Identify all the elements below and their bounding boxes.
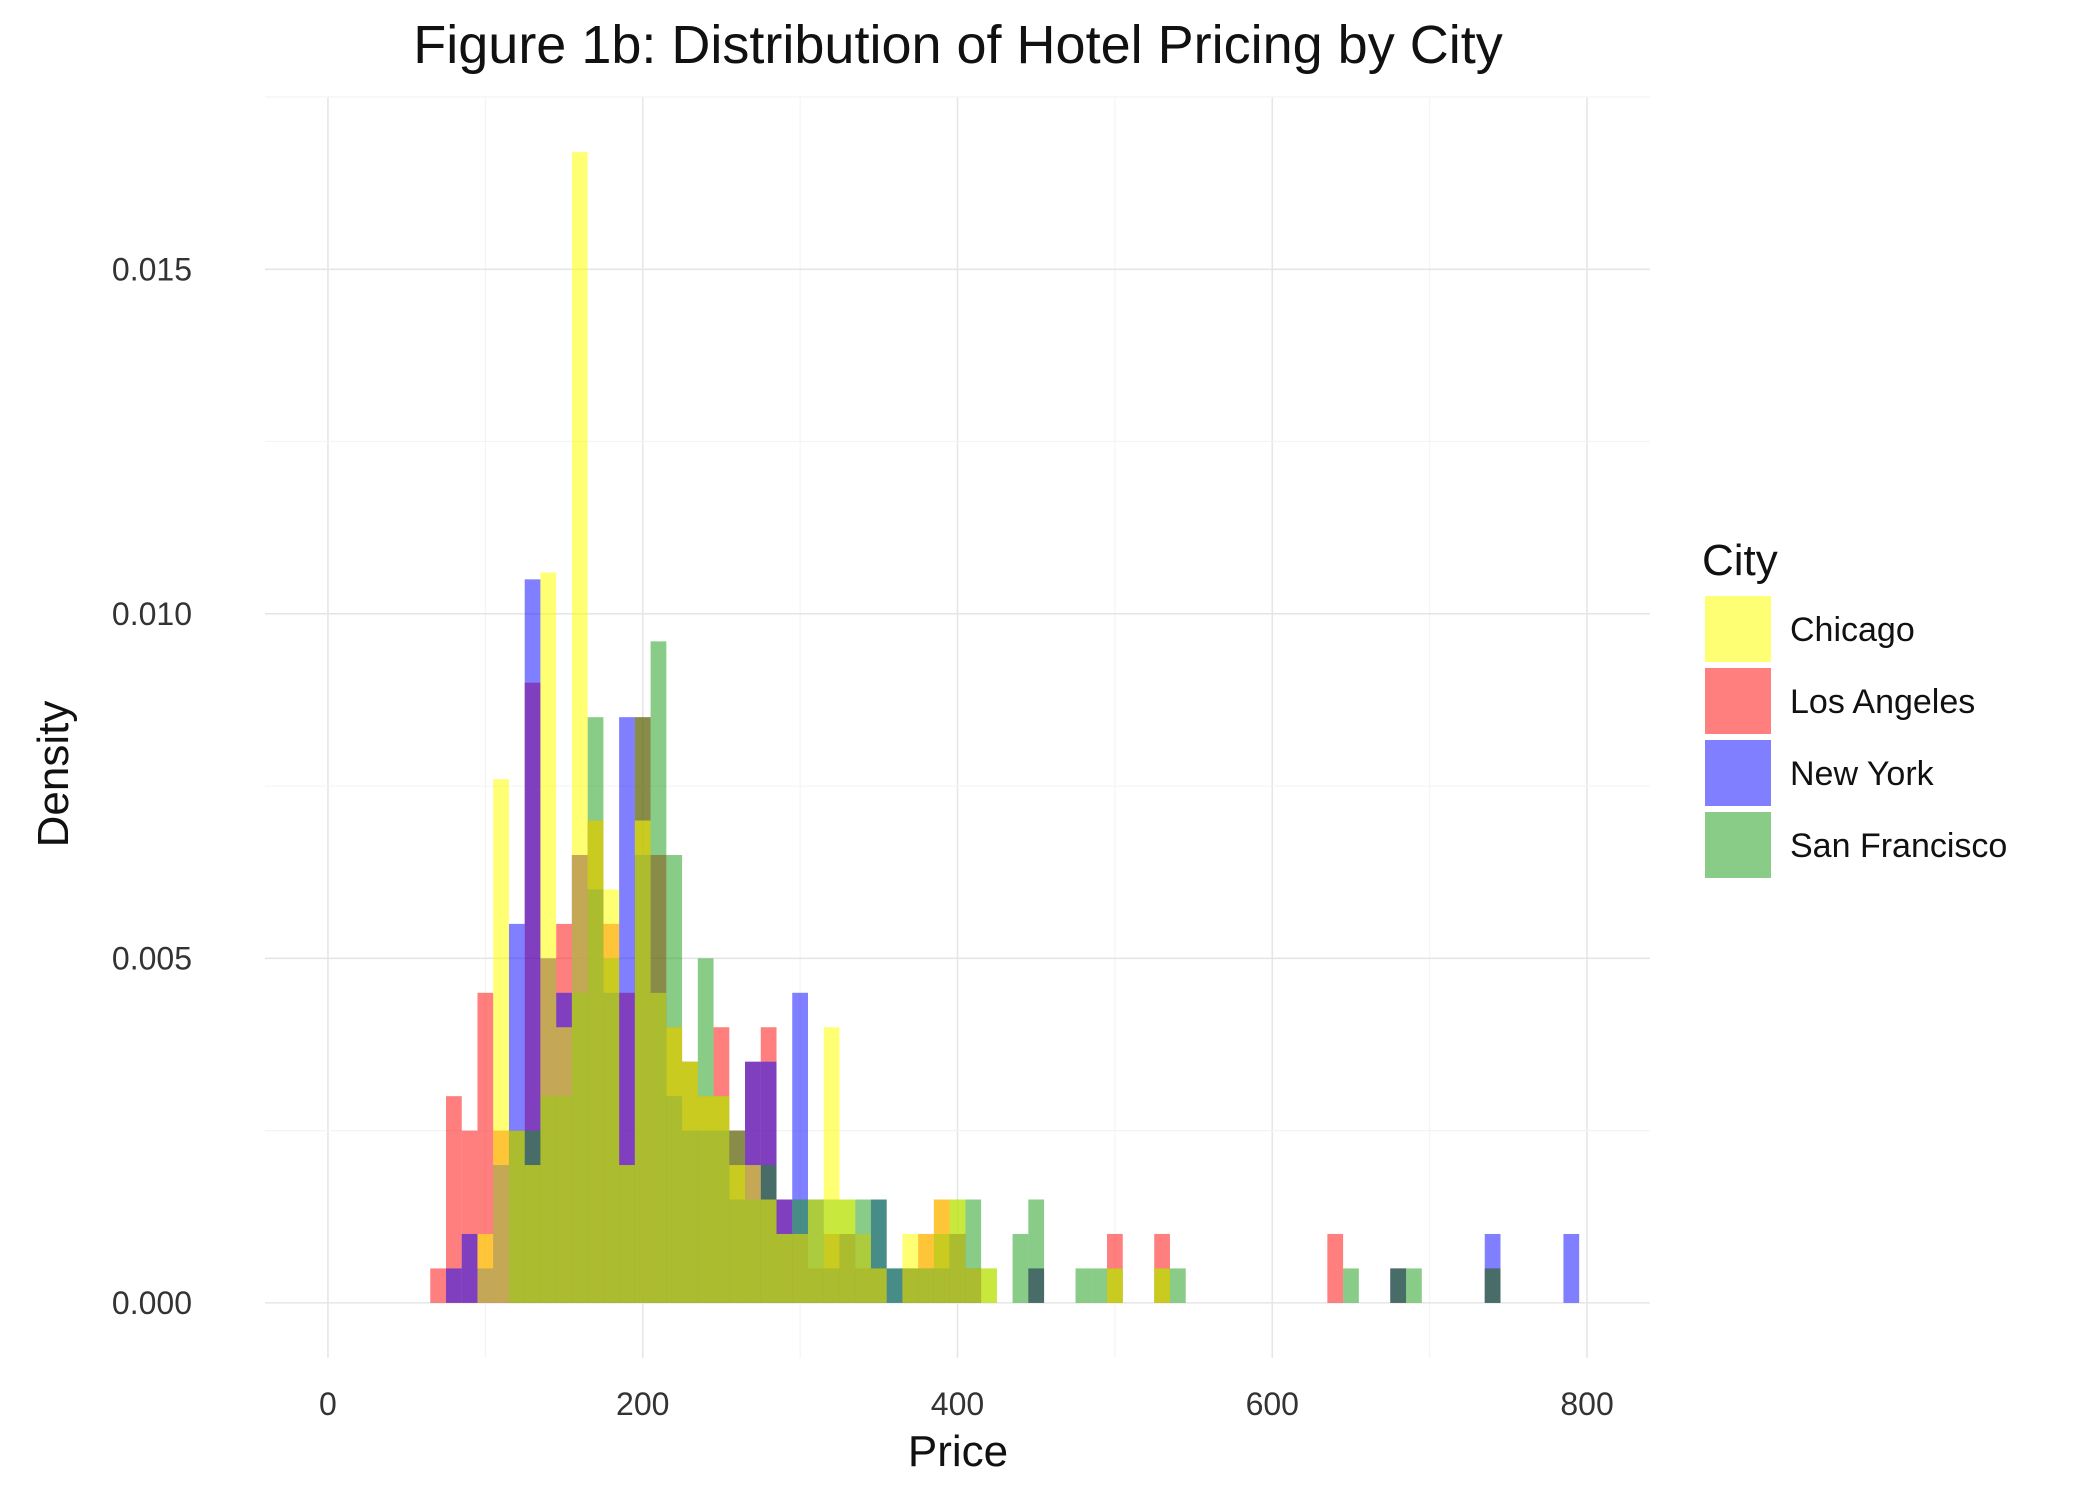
- histogram-bar: [619, 717, 635, 1303]
- y-tick-label: 0.000: [112, 1285, 192, 1321]
- y-axis-ticks: 0.000 0.005 0.010 0.015: [112, 251, 192, 1321]
- legend-label: Los Angeles: [1790, 683, 1975, 721]
- histogram-bar: [965, 1268, 982, 1303]
- legend-item: New York: [1705, 740, 1935, 806]
- histogram-bar: [619, 1165, 635, 1303]
- histogram-bar: [1484, 1268, 1501, 1303]
- chart-title: Figure 1b: Distribution of Hotel Pricing…: [413, 15, 1502, 75]
- histogram-bar: [540, 572, 557, 1303]
- legend-item: San Francisco: [1705, 812, 2007, 878]
- y-axis-title: Density: [29, 701, 78, 848]
- histogram-bar: [807, 1199, 824, 1303]
- x-tick-label: 800: [1560, 1386, 1613, 1422]
- legend-key: [1705, 596, 1771, 662]
- histogram-bar: [1075, 1268, 1092, 1303]
- histogram-bar: [682, 1061, 698, 1303]
- series-chicago: [477, 152, 1170, 1303]
- histogram-bar: [1107, 1268, 1123, 1303]
- histogram-bar: [1028, 1199, 1045, 1303]
- legend-label: San Francisco: [1790, 827, 2007, 865]
- histogram-bar: [729, 1165, 746, 1303]
- legend-label: Chicago: [1790, 611, 1915, 649]
- y-tick-label: 0.015: [112, 251, 192, 287]
- histogram-bar: [477, 992, 494, 1303]
- histogram-bar: [981, 1268, 997, 1303]
- legend-key: [1705, 740, 1771, 806]
- histogram-bar: [587, 820, 604, 1303]
- histogram-bar: [855, 1233, 871, 1303]
- histogram-bar: [445, 1268, 462, 1303]
- histogram-bar: [902, 1233, 919, 1303]
- histogram-bar: [666, 1027, 683, 1303]
- histogram-bar: [760, 1199, 777, 1303]
- histogram-bar: [776, 1233, 793, 1303]
- histogram-bar: [823, 1027, 840, 1303]
- histogram-bar: [1563, 1233, 1580, 1303]
- histogram-bar: [713, 1096, 730, 1303]
- y-tick-label: 0.005: [112, 940, 192, 976]
- x-axis-ticks: 0 200 400 600 800: [319, 1386, 1614, 1422]
- histogram-bar: [933, 1199, 950, 1303]
- x-tick-label: 600: [1246, 1386, 1299, 1422]
- histogram-bar: [493, 779, 509, 1303]
- legend-label: New York: [1790, 755, 1935, 793]
- histogram-bar: [745, 1165, 761, 1303]
- histogram-bar: [603, 889, 620, 1303]
- x-tick-label: 400: [931, 1386, 984, 1422]
- histogram-bar: [524, 1165, 541, 1303]
- histogram-bar: [918, 1233, 934, 1303]
- legend-key: [1705, 668, 1771, 734]
- histogram-bar: [430, 1268, 446, 1303]
- histogram-bar: [461, 1233, 478, 1303]
- legend-item: Los Angeles: [1705, 668, 1975, 734]
- histogram-bar: [445, 1096, 462, 1303]
- y-tick-label: 0.010: [112, 596, 192, 632]
- histogram-bar: [1406, 1268, 1422, 1303]
- histogram-bar: [477, 1233, 494, 1303]
- legend-key: [1705, 812, 1771, 878]
- histogram-bar: [839, 1199, 856, 1303]
- histogram-bar: [1327, 1233, 1344, 1303]
- histogram-bar: [556, 1027, 572, 1303]
- histogram-bar: [1343, 1268, 1359, 1303]
- legend-title: City: [1702, 536, 1778, 585]
- histogram-bar: [571, 152, 588, 1303]
- x-tick-label: 200: [616, 1386, 669, 1422]
- histogram-bar: [1012, 1233, 1029, 1303]
- histogram-bar: [508, 1130, 525, 1303]
- histogram-bars: [430, 152, 1580, 1303]
- legend: City Chicago Los Angeles New York San Franc…: [1702, 536, 2007, 878]
- histogram-bar: [792, 1233, 808, 1303]
- histogram-bar: [697, 1096, 714, 1303]
- histogram-bar: [1169, 1268, 1186, 1303]
- histogram-bar: [650, 992, 667, 1303]
- histogram-bar: [949, 1199, 966, 1303]
- x-axis-title: Price: [908, 1427, 1008, 1476]
- x-tick-label: 0: [319, 1386, 337, 1422]
- histogram-bar: [1091, 1268, 1108, 1303]
- histogram-bar: [886, 1268, 903, 1303]
- histogram-bar: [1390, 1268, 1407, 1303]
- histogram-bar: [634, 820, 651, 1303]
- histogram-bar: [1154, 1268, 1170, 1303]
- histogram-bar: [870, 1268, 887, 1303]
- legend-item: Chicago: [1705, 596, 1915, 662]
- histogram-bar: [524, 579, 541, 1303]
